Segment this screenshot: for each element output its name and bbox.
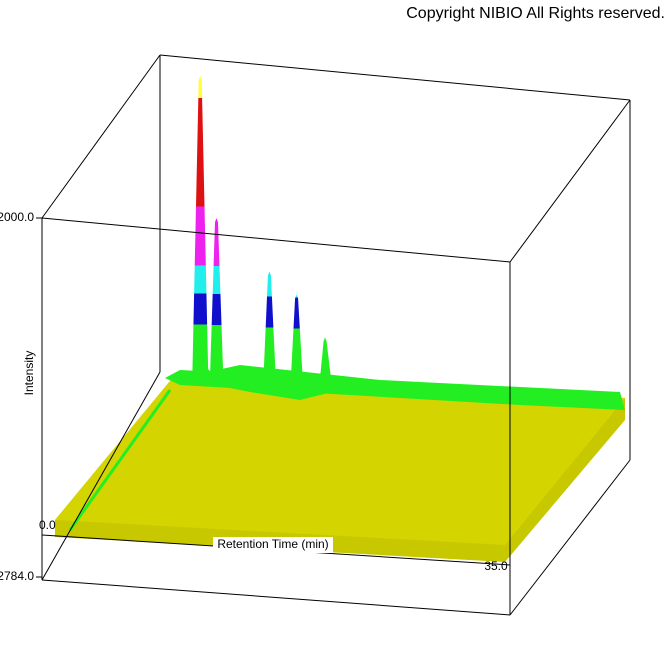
box-edge (159, 54, 631, 101)
chart-title: Copyright NIBIO All Rights reserved. (406, 5, 665, 22)
y-axis-label: Intensity (22, 351, 36, 396)
box-edge (41, 371, 161, 581)
box-edge (41, 54, 161, 219)
peak (192, 76, 217, 378)
box-edge (41, 579, 511, 616)
front-ridge (68, 389, 172, 531)
y-tick-label: 2000.0 (0, 210, 34, 224)
box (41, 54, 631, 460)
peak (263, 271, 284, 381)
x-axis-label: Retention Time (min) (217, 537, 328, 551)
peaks (192, 76, 339, 383)
box-edge (509, 99, 631, 263)
peak (319, 337, 339, 383)
box-edge (509, 459, 631, 616)
baseline-ridge (180, 365, 380, 400)
box-front (41, 217, 631, 616)
peak (209, 218, 232, 378)
box-edge (41, 217, 511, 263)
y-tick-label: -2784.0 (0, 569, 34, 583)
x-tick-label: 35.0 (484, 559, 508, 573)
x-tick-label: 0.0 (39, 518, 56, 532)
peak (290, 294, 311, 382)
label-background (213, 537, 333, 553)
floor-top (55, 375, 625, 545)
